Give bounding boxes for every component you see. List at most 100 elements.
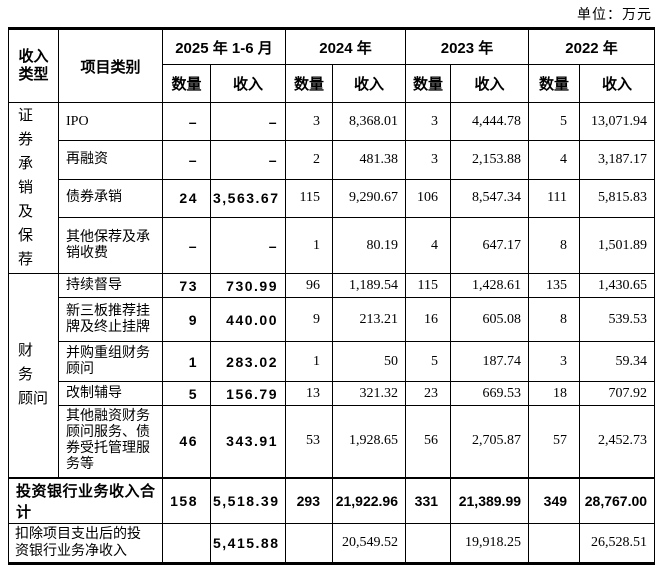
count-cell: 9	[162, 297, 211, 342]
count-cell: 9	[285, 297, 333, 342]
count-cell: 5	[405, 341, 452, 382]
count-cell: 57	[528, 405, 581, 478]
count-cell: 349	[528, 476, 581, 524]
header-row-subcols: 数量 收入 数量 收入 数量 收入 数量 收入	[9, 64, 656, 103]
count-cell: 106	[405, 178, 452, 219]
count-cell: 8	[528, 217, 581, 274]
income-cell: 19,918.25	[450, 522, 530, 564]
income-cell: 21,389.99	[450, 476, 530, 524]
header-period-2023: 2023 年	[405, 28, 530, 65]
count-cell: 1	[162, 341, 211, 382]
income-cell: 5,815.83	[579, 178, 656, 219]
header-row-periods: 收入 类型 项目类别 2025 年 1-6 月 2024 年 2023 年 20…	[8, 28, 656, 103]
net-income-label: 扣除项目支出后的投资银行业务净收入	[8, 522, 163, 564]
count-cell: 96	[285, 273, 333, 298]
count-cell: 56	[405, 405, 452, 478]
income-cell: 647.17	[450, 217, 530, 274]
category-cell: 其他融资财务顾问服务、债券受托管理服务等	[58, 405, 163, 478]
category-cell: 其他保荐及承销收费	[58, 217, 163, 274]
income-cell: 59.34	[579, 341, 656, 382]
header-category: 项目类别	[58, 28, 163, 103]
table-row: 并购重组财务顾问 1 283.02 1 50 5 187.74 3 59.34	[9, 341, 656, 382]
count-cell: 3	[405, 101, 452, 142]
count-cell: 3	[285, 101, 333, 142]
table-row: 证 券 承 销 及 保 荐 IPO – – 3 8,368.01 3 4,444…	[8, 101, 656, 274]
count-cell: 53	[285, 405, 333, 478]
table-row: 再融资 – – 2 481.38 3 2,153.88 4 3,187.17	[9, 140, 656, 180]
income-cell: 730.99	[210, 273, 286, 298]
table-row: 其他融资财务顾问服务、债券受托管理服务等 46 343.91 53 1,928.…	[9, 405, 656, 478]
count-cell: 18	[528, 381, 581, 406]
header-count-2024: 数量	[285, 64, 333, 103]
income-cell: 2,452.73	[579, 405, 656, 478]
income-cell: 1,430.65	[579, 273, 656, 298]
income-cell: 1,501.89	[579, 217, 656, 274]
count-cell: 115	[285, 178, 333, 219]
header-income-2023: 收入	[450, 64, 530, 103]
count-cell: 1	[285, 341, 333, 382]
count-cell	[528, 522, 581, 564]
count-cell: 135	[528, 273, 581, 298]
count-cell	[162, 522, 211, 564]
revenue-table: 收入 类型 项目类别 2025 年 1-6 月 2024 年 2023 年 20…	[8, 27, 656, 565]
header-income-type: 收入 类型	[8, 28, 59, 103]
count-cell: 3	[405, 140, 452, 180]
income-cell: 5,518.39	[210, 476, 286, 524]
category-cell: 债券承销	[58, 178, 163, 219]
income-type-advisory: 财 务 顾问	[8, 273, 59, 478]
table-row: 财 务 顾问 持续督导 73 730.99 96 1,189.54 115 1,…	[8, 273, 656, 478]
count-cell	[405, 522, 452, 564]
count-cell: 23	[405, 381, 452, 406]
income-cell: 343.91	[210, 405, 286, 478]
income-cell: 156.79	[210, 381, 286, 406]
income-cell: –	[210, 217, 286, 274]
income-cell: 50	[331, 341, 407, 382]
total-label: 投资银行业务收入合计	[8, 476, 163, 524]
header-income-2024: 收入	[331, 64, 407, 103]
income-cell: 4,444.78	[450, 101, 530, 142]
count-cell: 115	[405, 273, 452, 298]
income-type-underwriting: 证 券 承 销 及 保 荐	[8, 102, 59, 274]
income-cell: 5,415.88	[210, 522, 286, 564]
income-cell: 321.32	[331, 381, 407, 406]
income-cell: 13,071.94	[579, 101, 656, 142]
income-cell: 539.53	[579, 297, 656, 342]
income-cell: –	[210, 140, 286, 180]
header-period-2022: 2022 年	[528, 28, 656, 65]
total-row: 投资银行业务收入合计 158 5,518.39 293 21,922.96 33…	[8, 476, 656, 524]
count-cell: 331	[405, 476, 452, 524]
income-cell: 8,368.01	[331, 101, 407, 142]
count-cell: 3	[528, 341, 581, 382]
count-cell: 111	[528, 178, 581, 219]
count-cell: 4	[405, 217, 452, 274]
category-cell: IPO	[58, 101, 163, 142]
count-cell: –	[162, 140, 211, 180]
table-row: 新三板推荐挂牌及终止挂牌 9 440.00 9 213.21 16 605.08…	[9, 297, 656, 342]
count-cell: 4	[528, 140, 581, 180]
table-row: 改制辅导 5 156.79 13 321.32 23 669.53 18 707…	[9, 381, 656, 406]
header-income-2025: 收入	[210, 64, 286, 103]
income-cell: 80.19	[331, 217, 407, 274]
header-count-2023: 数量	[405, 64, 452, 103]
category-cell: 新三板推荐挂牌及终止挂牌	[58, 297, 163, 342]
income-cell: 605.08	[450, 297, 530, 342]
income-cell: 3,187.17	[579, 140, 656, 180]
category-cell: 改制辅导	[58, 381, 163, 406]
count-cell: 158	[162, 476, 211, 524]
count-cell: –	[162, 101, 211, 142]
income-cell: 1,189.54	[331, 273, 407, 298]
income-cell: 8,547.34	[450, 178, 530, 219]
header-period-2024: 2024 年	[284, 28, 407, 65]
income-cell: 28,767.00	[579, 476, 656, 524]
category-cell: 再融资	[58, 140, 163, 180]
income-cell: 9,290.67	[331, 178, 407, 219]
category-cell: 持续督导	[58, 273, 163, 298]
count-cell: 13	[285, 381, 333, 406]
income-cell: 2,153.88	[450, 140, 530, 180]
income-cell: 26,528.51	[579, 522, 656, 564]
document-page: 单位：万元 收入 类型 项目类别 2025 年 1-6 月 2024 年 202…	[8, 2, 656, 565]
count-cell: 73	[162, 273, 211, 298]
income-cell: 1,428.61	[450, 273, 530, 298]
income-cell: 283.02	[210, 341, 286, 382]
unit-label: 单位：万元	[577, 8, 652, 23]
